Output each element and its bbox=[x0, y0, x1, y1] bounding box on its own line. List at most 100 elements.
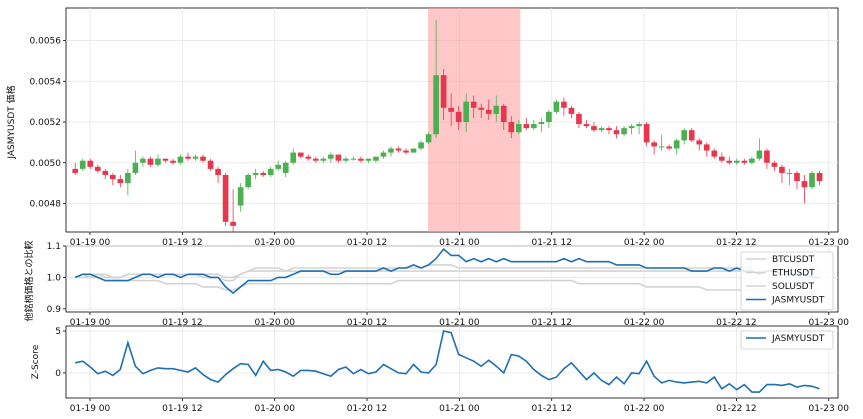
x-tick-label: 01-23 00 bbox=[809, 238, 850, 248]
candle-body bbox=[305, 156, 312, 159]
candle-body bbox=[523, 124, 530, 129]
candle-body bbox=[455, 111, 462, 123]
candles bbox=[72, 20, 823, 232]
candle-body bbox=[425, 134, 432, 143]
zscore-legend: JASMYUSDT bbox=[740, 330, 834, 350]
comparison-y-axis-label: 他銘柄価格との比較 bbox=[23, 241, 35, 322]
candle-body bbox=[734, 160, 740, 163]
x-tick-label: 01-22 12 bbox=[716, 318, 756, 328]
candle-body bbox=[192, 156, 199, 159]
x-tick-label: 01-19 00 bbox=[70, 404, 111, 414]
candle-body bbox=[230, 221, 236, 226]
candle-body bbox=[260, 172, 267, 175]
zscore-panel-frame bbox=[65, 325, 839, 399]
x-tick-label: 01-22 12 bbox=[716, 238, 756, 248]
candle-body bbox=[72, 168, 79, 173]
zscore-x-ticks: 01-19 00 01-19 12 01-20 00 01-20 12 01-21 00… bbox=[70, 398, 849, 414]
candle-body bbox=[328, 154, 334, 159]
candle-body bbox=[688, 130, 695, 141]
x-tick-label: 01-22 00 bbox=[624, 404, 665, 414]
candle-body bbox=[185, 156, 191, 159]
candle-body bbox=[726, 160, 733, 163]
x-tick-label: 01-22 12 bbox=[716, 404, 756, 414]
candle-body bbox=[215, 168, 221, 175]
candle-body bbox=[373, 156, 379, 161]
candle-body bbox=[779, 166, 785, 173]
x-tick-label: 01-20 12 bbox=[347, 318, 387, 328]
legend-label-jasmyusdt: JASMYUSDT bbox=[771, 296, 825, 306]
candle-body bbox=[177, 156, 184, 163]
series-line-ethusdt bbox=[74, 264, 820, 282]
candle-body bbox=[816, 172, 823, 182]
candle-body bbox=[147, 158, 154, 165]
candle-body bbox=[485, 109, 492, 114]
candle-body bbox=[643, 124, 650, 143]
candle-body bbox=[794, 172, 800, 182]
comparison-panel: 0.9 1.0 1.1 01-19 00 01-19 12 01-20 00 01-20 … bbox=[23, 241, 849, 328]
y-tick-label: 1.1 bbox=[47, 242, 61, 252]
x-tick-label: 01-19 00 bbox=[70, 238, 111, 248]
legend-label-btcusdt: BTCUSDT bbox=[772, 255, 815, 265]
y-tick-label: 0 bbox=[55, 369, 61, 379]
zscore-y-ticks: 05 bbox=[55, 327, 66, 379]
x-tick-label: 01-21 12 bbox=[531, 318, 571, 328]
candle-body bbox=[771, 162, 778, 167]
series-line-jasmyusdt bbox=[74, 247, 820, 295]
legend-label-solusdt: SOLUSDT bbox=[772, 282, 815, 292]
candle-body bbox=[801, 181, 808, 188]
candle-body bbox=[756, 150, 763, 159]
x-tick-label: 01-22 00 bbox=[624, 238, 665, 248]
x-tick-label: 01-21 12 bbox=[531, 238, 571, 248]
candle-body bbox=[493, 105, 500, 114]
candle-body bbox=[155, 158, 161, 165]
price-y-axis-label: JASMYUSDT 価格 bbox=[5, 85, 17, 159]
candle-body bbox=[508, 122, 515, 133]
comparison-y-ticks: 0.9 1.0 1.1 bbox=[47, 242, 66, 315]
candle-body bbox=[245, 174, 251, 188]
comparison-legend: BTCUSDT ETHUSDT SOLUSDT JASMYUSDT bbox=[740, 251, 834, 311]
candle-body bbox=[207, 160, 214, 169]
candle-body bbox=[282, 162, 289, 173]
x-tick-label: 01-19 00 bbox=[70, 318, 111, 328]
x-tick-label: 01-20 00 bbox=[254, 238, 295, 248]
y-tick-label: 5 bbox=[55, 327, 61, 337]
x-tick-label: 01-20 12 bbox=[347, 238, 387, 248]
candle-body bbox=[764, 150, 770, 163]
candle-body bbox=[140, 158, 146, 163]
price-y-ticks: 0.0048 0.0050 0.0052 0.0054 0.0056 bbox=[30, 37, 66, 209]
candle-body bbox=[538, 122, 545, 125]
candle-body bbox=[703, 144, 710, 151]
candle-body bbox=[561, 101, 567, 108]
candle-body bbox=[613, 130, 620, 135]
candle-body bbox=[335, 154, 342, 161]
candle-body bbox=[531, 124, 537, 129]
candle-body bbox=[711, 150, 718, 157]
candle-body bbox=[418, 142, 424, 149]
legend-label-ethusdt: ETHUSDT bbox=[772, 269, 815, 279]
candle-body bbox=[681, 130, 688, 141]
candle-body bbox=[87, 160, 94, 167]
x-tick-label: 01-20 00 bbox=[254, 318, 295, 328]
candle-body bbox=[598, 128, 605, 131]
x-tick-label: 01-23 00 bbox=[809, 318, 850, 328]
candle-body bbox=[200, 156, 206, 161]
zscore-panel: 05 01-19 00 01-19 12 01-20 00 01-20 12 01-21… bbox=[31, 325, 849, 414]
candle-body bbox=[478, 107, 485, 110]
candle-body bbox=[440, 75, 447, 108]
candle-body bbox=[673, 140, 680, 149]
x-tick-label: 01-23 00 bbox=[809, 404, 850, 414]
candle-body bbox=[583, 124, 590, 127]
x-tick-label: 01-21 00 bbox=[439, 404, 480, 414]
candle-body bbox=[237, 187, 244, 206]
comparison-lines bbox=[74, 247, 820, 295]
y-tick-label: 0.0052 bbox=[30, 118, 62, 128]
zscore-legend-box bbox=[740, 330, 834, 350]
series-line-solusdt bbox=[75, 276, 820, 294]
x-tick-label: 01-20 12 bbox=[347, 404, 387, 414]
candle-body bbox=[312, 158, 319, 161]
candle-body bbox=[463, 101, 469, 123]
x-tick-label: 01-21 12 bbox=[531, 404, 571, 414]
candle-body bbox=[606, 128, 612, 131]
candle-body bbox=[433, 75, 439, 135]
